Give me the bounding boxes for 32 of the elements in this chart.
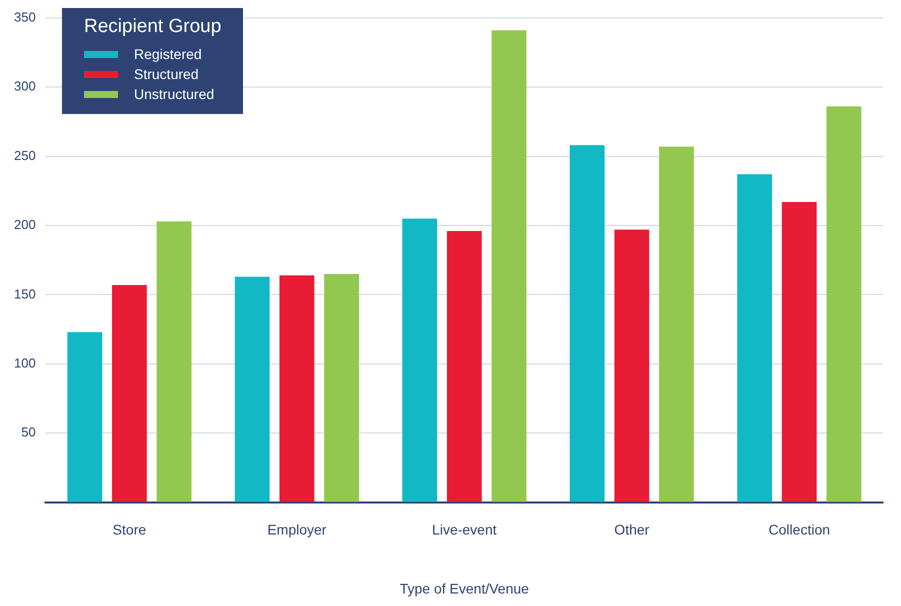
y-tick-label: 100 bbox=[14, 356, 36, 371]
bar bbox=[826, 106, 862, 502]
bar bbox=[614, 230, 650, 502]
bar bbox=[737, 174, 772, 502]
bar bbox=[659, 146, 694, 502]
legend-label: Registered bbox=[134, 46, 202, 62]
bar bbox=[402, 218, 438, 502]
bar bbox=[446, 231, 482, 502]
y-tick-label: 150 bbox=[14, 286, 36, 302]
legend-label: Structured bbox=[134, 66, 199, 82]
y-tick-label: 50 bbox=[21, 424, 36, 440]
y-tick-label: 350 bbox=[14, 9, 36, 24]
bar bbox=[234, 276, 270, 502]
bar bbox=[492, 30, 526, 502]
bar bbox=[782, 202, 817, 502]
y-tick-label: 250 bbox=[14, 148, 36, 163]
x-tick-label: Collection bbox=[768, 522, 830, 538]
y-tick-label: 300 bbox=[14, 78, 36, 94]
x-axis-title: Type of Event/Venue bbox=[400, 580, 530, 596]
bar bbox=[112, 285, 147, 502]
x-tick-label: Store bbox=[112, 522, 146, 538]
bar bbox=[324, 274, 359, 502]
y-tick-label: 200 bbox=[14, 217, 36, 232]
x-tick-label: Live-event bbox=[432, 522, 497, 538]
legend-label: Unstructured bbox=[134, 86, 214, 102]
bar bbox=[570, 145, 605, 502]
x-tick-label: Employer bbox=[267, 522, 327, 538]
bar bbox=[279, 275, 314, 502]
legend-title: Recipient Group bbox=[84, 16, 222, 38]
x-tick-label: Other bbox=[614, 522, 650, 538]
bar bbox=[156, 221, 192, 502]
bar bbox=[67, 332, 102, 502]
